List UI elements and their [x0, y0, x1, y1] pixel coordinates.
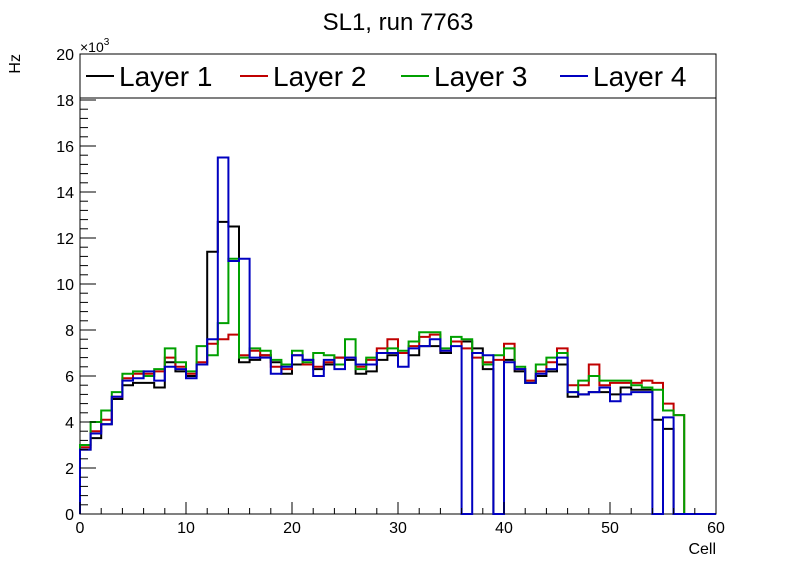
y-tick-label: 20 [56, 47, 74, 64]
legend-entry-layer-3: Layer 3 [401, 61, 527, 92]
x-tick-label: 30 [389, 520, 407, 537]
legend: Layer 1 Layer 2 Layer 3 Layer 4 [79, 53, 717, 99]
y-tick-label: 16 [56, 139, 74, 156]
x-tick-label: 40 [495, 520, 513, 537]
x-tick-label: 10 [177, 520, 195, 537]
legend-label: Layer 2 [273, 61, 366, 92]
y-tick-label: 4 [65, 415, 74, 432]
x-tick-label: 50 [601, 520, 619, 537]
series-line-layer-4 [79, 156, 716, 515]
x-tick-label: 0 [76, 520, 85, 537]
series-line-layer-2 [79, 333, 716, 515]
legend-label: Layer 1 [119, 61, 212, 92]
legend-box [79, 53, 717, 99]
y-tick-label: 2 [65, 461, 74, 478]
x-tick-label: 60 [707, 520, 725, 537]
legend-entry-layer-4: Layer 4 [560, 61, 686, 92]
legend-entry-layer-1: Layer 1 [86, 61, 212, 92]
legend-entry-layer-2: Layer 2 [240, 61, 366, 92]
y-axis-multiplier: ×103 [80, 37, 110, 55]
y-tick-label: 0 [65, 507, 74, 524]
axis-ticks: 0 10 20 30 40 50 60 0 2 4 6 8 10 12 14 16 18 20 [56, 47, 725, 537]
y-multiplier-base: ×10 [80, 39, 104, 55]
legend-label: Layer 4 [593, 61, 686, 92]
y-tick-label: 14 [56, 185, 74, 202]
y-tick-label: 12 [56, 231, 74, 248]
y-tick-label: 18 [56, 93, 74, 110]
y-tick-label: 10 [56, 277, 74, 294]
y-tick-label: 6 [65, 369, 74, 386]
y-multiplier-exponent: 3 [104, 37, 110, 48]
x-tick-label: 20 [283, 520, 301, 537]
x-axis-title: Cell [688, 541, 716, 558]
legend-label: Layer 3 [434, 61, 527, 92]
series-group [79, 156, 716, 515]
chart-title: SL1, run 7763 [323, 9, 474, 36]
y-tick-label: 8 [65, 323, 74, 340]
y-axis-title: Hz [7, 54, 24, 74]
